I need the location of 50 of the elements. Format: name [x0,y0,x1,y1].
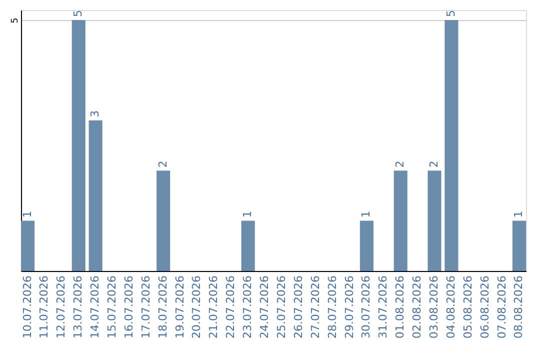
x-tick-label: 05.08.2026 [461,276,474,338]
x-tick-label: 06.08.2026 [478,276,492,338]
x-tick-label: 13.07.2026 [72,276,85,338]
x-tick-label: 04.08.2026 [444,276,458,338]
x-tick-label: 24.07.2026 [258,276,272,338]
x-tick-label: 10.07.2026 [20,276,34,338]
bar [360,220,374,271]
data-label: 2 [394,160,407,168]
data-label: 1 [512,210,526,218]
x-tick-label: 11.07.2026 [38,276,51,338]
data-label: 5 [444,10,458,18]
x-tick-label: 07.08.2026 [495,276,508,338]
x-tick-label: 20.07.2026 [190,276,204,338]
x-tick-label: 01.08.2026 [394,276,407,338]
data-label: 1 [241,210,254,218]
data-label: 3 [88,110,102,118]
x-tick-label: 12.07.2026 [54,276,68,338]
bar [394,170,408,271]
x-tick-label: 02.08.2026 [410,276,424,338]
data-label: 2 [156,160,170,168]
data-label: 1 [360,210,373,218]
x-tick-label: 26.07.2026 [292,276,305,338]
bar [241,220,255,271]
x-tick-label: 21.07.2026 [207,276,220,338]
bar [156,170,170,271]
x-tick-label: 15.07.2026 [106,276,119,338]
data-label: 1 [20,210,34,218]
bar [444,20,458,271]
x-tick-label: 03.08.2026 [427,276,440,338]
x-tick-label: 18.07.2026 [156,276,170,338]
x-tick-label: 17.07.2026 [139,276,152,338]
bar [72,20,86,271]
x-tick-label: 29.07.2026 [342,276,356,338]
x-tick-label: 27.07.2026 [308,276,322,338]
bar [88,120,102,271]
x-tick-label: 08.08.2026 [512,276,526,338]
x-tick-label: 22.07.2026 [224,276,238,338]
data-label: 5 [72,10,85,18]
data-label: 2 [427,160,440,168]
x-tick-label: 14.07.2026 [88,276,102,338]
x-tick-label: 25.07.2026 [274,276,288,338]
bar [512,220,526,271]
x-tick-label: 31.07.2026 [376,276,390,338]
bar [21,220,35,271]
x-tick-label: 23.07.2026 [241,276,254,338]
x-tick-label: 16.07.2026 [122,276,136,338]
x-tick-label: 19.07.2026 [173,276,186,338]
x-tick-label: 30.07.2026 [360,276,373,338]
bar [428,170,442,271]
x-tick-label: 28.07.2026 [326,276,339,338]
